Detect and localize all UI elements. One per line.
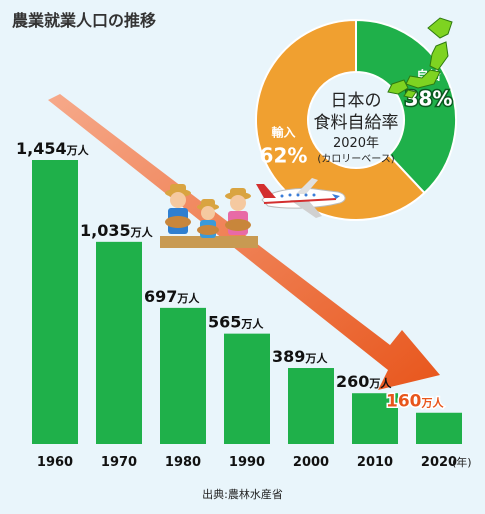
value-label-1970: 1,035万人 (80, 221, 154, 240)
value-label-1960: 1,454万人 (16, 139, 90, 158)
chart-canvas: 農業就業人口の推移 1,454万人 1,035万人 697万人 565万人 389万人 2… (12, 11, 472, 470)
value-label-2020: 160万人 (386, 392, 444, 412)
pie-slice-輸入 (255, 18, 426, 221)
pie-year-line: 2020年 (333, 136, 379, 151)
value-label-2000: 389万人 (272, 347, 328, 366)
value-label-1980: 697万人 (144, 287, 200, 306)
x-tick-1970: 1970 (101, 455, 137, 470)
x-axis-tick-labels: 1960 1970 1980 1990 2000 2010 2020 (37, 455, 457, 470)
x-tick-2020: 2020 (421, 455, 457, 470)
bar-2000 (288, 368, 334, 444)
pie-title-line-1: 日本の (331, 91, 382, 111)
x-axis-unit: (年) (452, 455, 472, 469)
chart-title: 農業就業人口の推移 (12, 11, 156, 30)
pie-label-name-輸入: 輸入 (271, 125, 295, 140)
pie-title-line-2: 食料自給率 (314, 113, 399, 133)
bar-2020 (416, 412, 462, 444)
pie-basis-line: (カロリーベース) (317, 153, 394, 165)
pie-center-text: 日本の 食料自給率 2020年 (カロリーベース) (314, 91, 399, 165)
x-tick-2000: 2000 (293, 455, 329, 470)
airplane-icon (256, 178, 346, 218)
x-tick-1960: 1960 (37, 455, 73, 470)
bar-2010 (352, 393, 398, 444)
x-tick-1980: 1980 (165, 455, 201, 470)
pie-label-percent-輸入: 62% (260, 144, 308, 168)
value-label-2010: 260万人 (336, 372, 392, 391)
source-note: 出典:農林水産省 (202, 488, 283, 501)
farmers-illustration (160, 184, 258, 248)
bars (32, 160, 462, 444)
bar-1990 (224, 333, 270, 444)
bar-1970 (96, 241, 142, 444)
value-label-1990: 565万人 (208, 313, 264, 332)
bar-1980 (160, 307, 206, 444)
japan-map-icon (387, 17, 453, 99)
x-tick-1990: 1990 (229, 455, 265, 470)
bar-1960 (32, 160, 78, 444)
x-tick-2010: 2010 (357, 455, 393, 470)
